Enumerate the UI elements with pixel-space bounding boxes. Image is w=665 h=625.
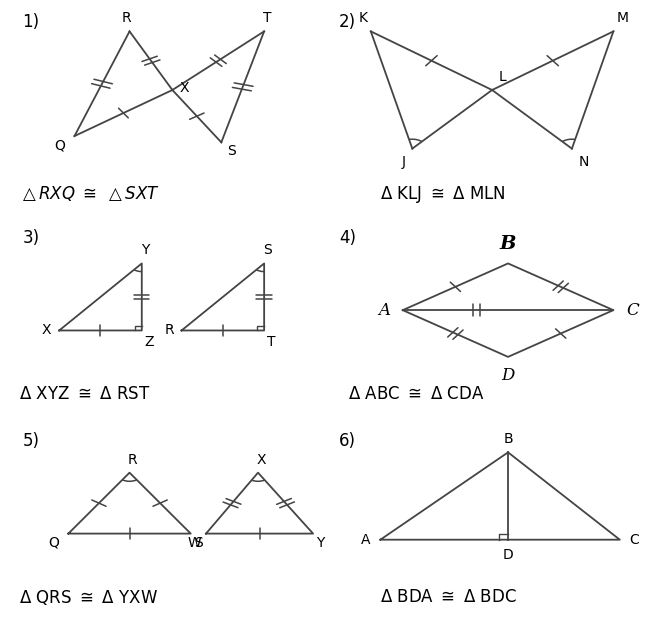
Text: S: S bbox=[227, 144, 236, 158]
Text: C: C bbox=[626, 302, 639, 319]
Text: 4): 4) bbox=[339, 229, 356, 247]
Text: $\Delta$ QRS $\cong$ $\Delta$ YXW: $\Delta$ QRS $\cong$ $\Delta$ YXW bbox=[19, 589, 158, 608]
Text: W: W bbox=[188, 536, 201, 549]
Text: Z: Z bbox=[145, 334, 154, 349]
Text: 1): 1) bbox=[23, 12, 40, 31]
Text: N: N bbox=[579, 155, 589, 169]
Text: S: S bbox=[263, 243, 271, 258]
Text: R: R bbox=[128, 452, 138, 466]
Text: T: T bbox=[267, 334, 276, 349]
Text: Y: Y bbox=[316, 536, 325, 549]
Text: $\triangle$RXQ $\cong$ $\triangle$SXT: $\triangle$RXQ $\cong$ $\triangle$SXT bbox=[19, 184, 160, 203]
Text: C: C bbox=[629, 532, 639, 547]
Text: X: X bbox=[42, 324, 52, 338]
Text: X: X bbox=[180, 81, 190, 95]
Text: T: T bbox=[263, 11, 271, 25]
Text: $\Delta$ ABC $\cong$ $\Delta$ CDA: $\Delta$ ABC $\cong$ $\Delta$ CDA bbox=[348, 385, 485, 403]
Text: $\Delta$ XYZ $\cong$ $\Delta$ RST: $\Delta$ XYZ $\cong$ $\Delta$ RST bbox=[19, 385, 151, 403]
Text: L: L bbox=[499, 70, 506, 84]
Text: Q: Q bbox=[49, 536, 59, 549]
Text: B: B bbox=[500, 235, 516, 253]
Text: J: J bbox=[402, 155, 406, 169]
Text: 2): 2) bbox=[339, 12, 356, 31]
Text: A: A bbox=[361, 532, 371, 547]
Text: M: M bbox=[616, 11, 628, 25]
Text: X: X bbox=[256, 452, 266, 466]
Text: R: R bbox=[164, 324, 174, 338]
Text: 3): 3) bbox=[23, 229, 40, 247]
Text: A: A bbox=[378, 302, 390, 319]
Text: B: B bbox=[503, 432, 513, 446]
Text: K: K bbox=[358, 11, 368, 25]
Text: $\Delta$ KLJ $\cong$ $\Delta$ MLN: $\Delta$ KLJ $\cong$ $\Delta$ MLN bbox=[380, 184, 506, 205]
Text: Q: Q bbox=[55, 138, 65, 152]
Text: 5): 5) bbox=[23, 432, 39, 450]
Text: $\Delta$ BDA $\cong$ $\Delta$ BDC: $\Delta$ BDA $\cong$ $\Delta$ BDC bbox=[380, 589, 517, 606]
Text: R: R bbox=[122, 11, 131, 25]
Text: S: S bbox=[194, 536, 203, 549]
Text: Y: Y bbox=[141, 243, 149, 258]
Text: D: D bbox=[503, 548, 513, 562]
Text: 6): 6) bbox=[339, 432, 356, 450]
Text: D: D bbox=[501, 367, 515, 384]
